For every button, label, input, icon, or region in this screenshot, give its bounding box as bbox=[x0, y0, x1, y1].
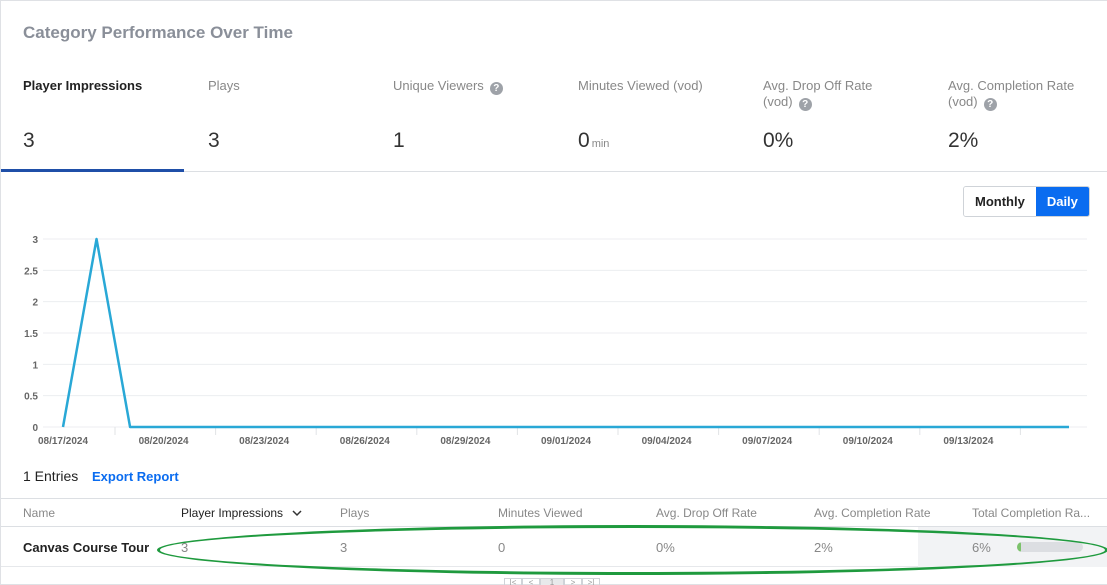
entries-count: 1 Entries bbox=[23, 468, 79, 484]
cell-minutes-viewed: 0 bbox=[498, 540, 506, 555]
metric-label: Unique Viewers bbox=[393, 78, 484, 93]
daily-button[interactable]: Daily bbox=[1035, 187, 1089, 216]
metric-value-wrap: 0 min bbox=[578, 129, 609, 153]
metric-label: Player Impressions bbox=[23, 78, 143, 93]
x-tick-label: 09/07/2024 bbox=[742, 436, 792, 447]
card-title: Category Performance Over Time bbox=[23, 23, 293, 42]
metric-value: 2% bbox=[948, 129, 979, 152]
x-tick-label: 08/26/2024 bbox=[340, 436, 390, 447]
line-chart: 0 0.5 1 1.5 2 2.5 3 08/17/2024 08/20/2024 08/23/2… bbox=[1, 226, 1107, 456]
x-tick-label: 08/29/2024 bbox=[440, 436, 490, 447]
y-tick-label: 0.5 bbox=[24, 392, 38, 403]
pagination: |< < 1 > >| bbox=[504, 578, 600, 585]
cell-plays: 3 bbox=[340, 540, 348, 555]
granularity-toggle: Monthly Daily bbox=[963, 186, 1090, 217]
chevron-down-icon bbox=[292, 510, 302, 517]
x-tick-label: 09/04/2024 bbox=[642, 436, 692, 447]
x-tick-label: 08/17/2024 bbox=[38, 436, 88, 447]
y-tick-label: 0 bbox=[32, 423, 38, 434]
column-header-plays[interactable]: Plays bbox=[340, 506, 370, 520]
monthly-button[interactable]: Monthly bbox=[964, 187, 1036, 216]
metric-label: Avg. Drop Off Rate (vod) bbox=[763, 78, 873, 109]
y-tick-label: 3 bbox=[32, 235, 38, 246]
column-header-name[interactable]: Name bbox=[23, 506, 56, 520]
y-tick-label: 1.5 bbox=[24, 329, 38, 340]
column-header-label: Player Impressions bbox=[181, 506, 284, 520]
x-tick-label: 08/20/2024 bbox=[139, 436, 189, 447]
metric-value: 1 bbox=[393, 129, 405, 152]
help-icon[interactable]: ? bbox=[489, 82, 503, 95]
metrics-tabs: Player Impressions 3 Plays 3 Unique View… bbox=[1, 71, 1107, 172]
column-header-total-completion-rate[interactable]: Total Completion Ra... bbox=[972, 506, 1091, 520]
metric-label: Minutes Viewed (vod) bbox=[578, 78, 703, 93]
metric-value: 0% bbox=[763, 129, 794, 152]
prev-page-button[interactable]: < bbox=[522, 578, 540, 585]
last-page-button[interactable]: >| bbox=[582, 578, 600, 585]
metric-value: 3 bbox=[23, 129, 35, 152]
metric-label-wrap: Avg. Completion Rate (vod)? bbox=[948, 78, 1088, 111]
x-tick-label: 09/01/2024 bbox=[541, 436, 591, 447]
metric-label: Avg. Completion Rate (vod) bbox=[948, 78, 1075, 109]
cell-total-completion-rate: 6% bbox=[972, 540, 991, 555]
table-row[interactable]: Canvas Course Tour 3 3 0 0% 2% 6% bbox=[1, 527, 1107, 567]
cell-avg-completion-rate: 2% bbox=[814, 540, 833, 555]
cell-player-impressions: 3 bbox=[181, 540, 189, 555]
column-header-avg-drop-off-rate[interactable]: Avg. Drop Off Rate bbox=[656, 506, 757, 520]
metric-tab-unique-viewers[interactable]: Unique Viewers? 1 bbox=[371, 71, 554, 171]
table-header: Name Player Impressions Plays Minutes Vi… bbox=[1, 498, 1107, 527]
help-icon[interactable]: ? bbox=[798, 98, 812, 111]
series-line bbox=[61, 237, 1069, 429]
metric-value: 0 bbox=[578, 129, 590, 152]
column-header-player-impressions[interactable]: Player Impressions bbox=[181, 506, 302, 520]
x-tick-label: 08/23/2024 bbox=[239, 436, 289, 447]
metric-value: 3 bbox=[208, 129, 220, 152]
x-tick-label: 09/13/2024 bbox=[943, 436, 993, 447]
metric-label-wrap: Avg. Drop Off Rate (vod)? bbox=[763, 78, 888, 111]
metric-tab-plays[interactable]: Plays 3 bbox=[186, 71, 369, 171]
column-header-minutes-viewed[interactable]: Minutes Viewed bbox=[498, 506, 583, 520]
metric-unit: min bbox=[591, 138, 610, 150]
metric-label-wrap: Unique Viewers? bbox=[393, 78, 543, 95]
metric-tab-minutes-viewed[interactable]: Minutes Viewed (vod) 0 min bbox=[556, 71, 739, 171]
page-number-button[interactable]: 1 bbox=[540, 578, 564, 585]
line-chart-svg: 0 0.5 1 1.5 2 2.5 3 08/17/2024 08/20/2024 08/23/2… bbox=[24, 235, 1087, 447]
y-tick-label: 2 bbox=[32, 298, 38, 309]
y-tick-label: 1 bbox=[32, 360, 38, 371]
metric-tab-avg-drop-off-rate[interactable]: Avg. Drop Off Rate (vod)? 0% bbox=[741, 71, 924, 171]
cell-name[interactable]: Canvas Course Tour bbox=[23, 540, 150, 555]
column-header-avg-completion-rate[interactable]: Avg. Completion Rate bbox=[814, 506, 931, 520]
completion-progress-bar bbox=[1017, 542, 1083, 552]
x-tick-label: 09/10/2024 bbox=[843, 436, 893, 447]
export-report-link[interactable]: Export Report bbox=[92, 469, 179, 484]
next-page-button[interactable]: > bbox=[564, 578, 582, 585]
metric-tab-avg-completion-rate[interactable]: Avg. Completion Rate (vod)? 2% bbox=[926, 71, 1107, 171]
completion-progress-fill bbox=[1017, 542, 1021, 552]
metric-label: Plays bbox=[208, 78, 240, 93]
cell-avg-drop-off-rate: 0% bbox=[656, 540, 675, 555]
metric-tab-player-impressions[interactable]: Player Impressions 3 bbox=[1, 71, 184, 172]
y-tick-label: 2.5 bbox=[24, 266, 38, 277]
help-icon[interactable]: ? bbox=[983, 98, 997, 111]
first-page-button[interactable]: |< bbox=[504, 578, 522, 585]
